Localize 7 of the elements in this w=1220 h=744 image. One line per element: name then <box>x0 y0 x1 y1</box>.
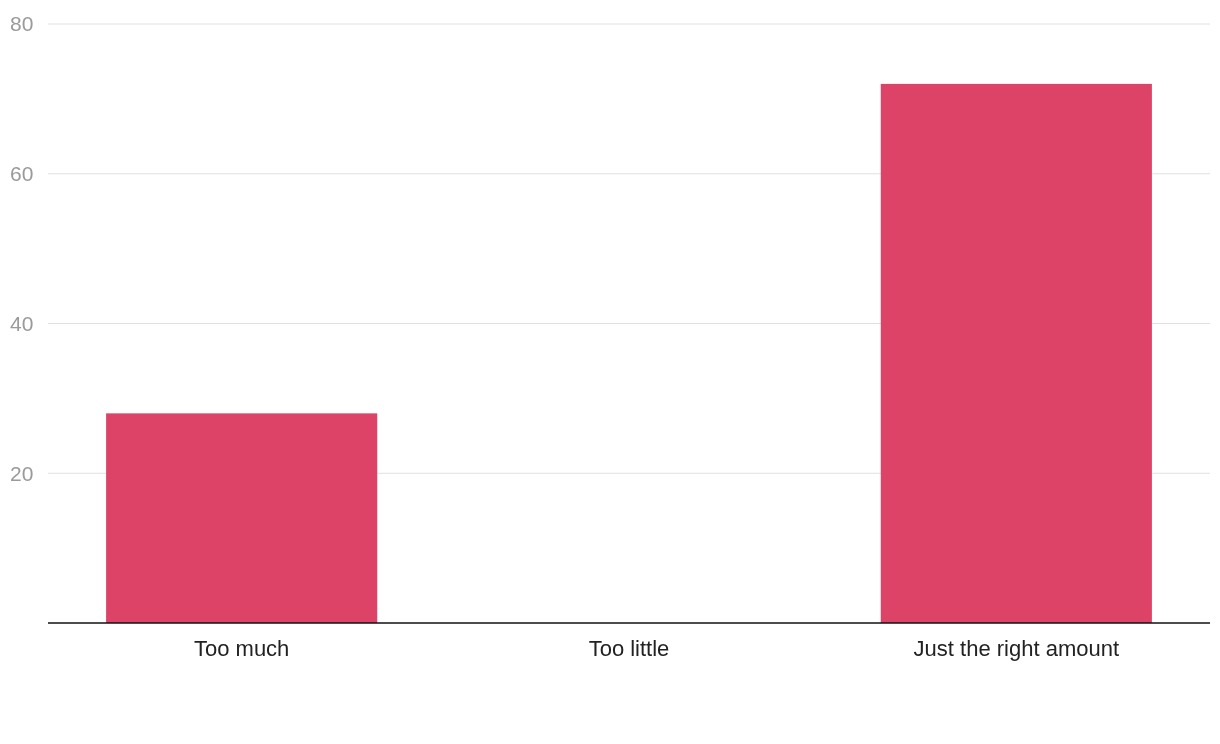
y-tick-label: 20 <box>10 461 34 485</box>
y-tick-label: 40 <box>10 311 34 335</box>
y-tick-label: 80 <box>10 12 34 36</box>
x-tick-label: Too much <box>193 636 290 661</box>
y-tick-label: 60 <box>10 162 34 186</box>
x-tick-label: Just the right amount <box>913 636 1120 661</box>
x-tick-label: Too little <box>588 636 670 661</box>
